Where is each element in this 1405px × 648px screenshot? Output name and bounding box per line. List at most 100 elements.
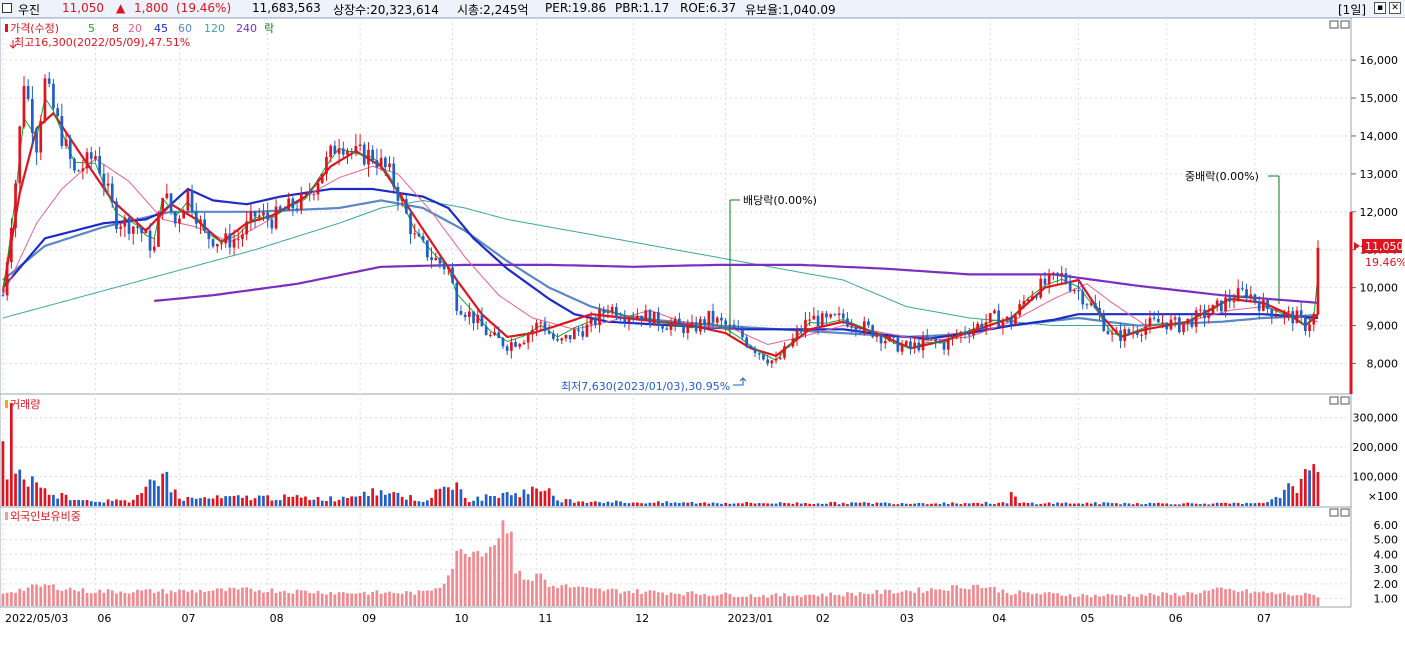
candle-body	[1232, 301, 1236, 303]
foreign-bar	[808, 594, 811, 606]
close-icon[interactable]: ✕	[1389, 2, 1401, 14]
candle-body	[123, 217, 127, 227]
volume-bar	[640, 503, 643, 506]
foreign-bar	[728, 594, 732, 606]
volume-bar	[833, 501, 837, 506]
candle-body	[1073, 290, 1076, 292]
foreign-bar	[883, 589, 887, 606]
candle-body	[1161, 322, 1164, 324]
foreign-bars	[1, 520, 1320, 606]
foreign-bar	[178, 589, 181, 606]
x-tick-label: 2022/05/03	[5, 612, 68, 625]
foreign-bar	[39, 586, 43, 606]
volume-bar	[518, 497, 522, 506]
volume-bar	[190, 497, 194, 506]
panel-min-icon	[1329, 396, 1339, 405]
candle-body	[505, 346, 509, 351]
volume-tick-label: 200,000	[1353, 441, 1399, 454]
volume-bar	[157, 486, 160, 506]
candle-body	[808, 319, 811, 321]
candle-body	[745, 337, 748, 346]
candle-body	[131, 226, 135, 234]
candle-body	[489, 335, 492, 336]
volume-bar	[1178, 504, 1181, 506]
volume-bar	[199, 498, 202, 506]
volume-bar	[778, 502, 782, 506]
volume-bar	[119, 500, 122, 506]
foreign-bar	[640, 593, 643, 606]
candle-body	[1022, 301, 1026, 305]
candle-body	[602, 309, 606, 313]
foreign-bar	[102, 592, 106, 606]
foreign-bar	[434, 588, 438, 606]
foreign-bar	[127, 593, 131, 606]
foreign-bar	[1098, 596, 1101, 606]
candles	[1, 72, 1320, 369]
volume-bar	[715, 503, 719, 506]
foreign-bar	[589, 588, 593, 606]
candle-body	[892, 336, 895, 338]
foreign-bar	[451, 569, 454, 606]
candle-body	[476, 315, 480, 324]
volume-bar	[858, 502, 862, 506]
candle-body	[451, 267, 454, 283]
foreign-bar	[1094, 594, 1097, 606]
foreign-bar	[190, 589, 194, 606]
checkbox[interactable]	[2, 3, 12, 13]
foreign-bar	[10, 592, 13, 606]
foreign-bar	[278, 591, 282, 606]
volume-bar	[1035, 504, 1038, 506]
candle-body	[148, 230, 152, 251]
volume-bar	[1030, 502, 1034, 506]
candle-body	[774, 358, 778, 361]
candle-body	[89, 152, 93, 159]
candle-body	[850, 326, 853, 328]
ma-line-ma120	[2, 199, 1319, 326]
volume-bar	[732, 503, 736, 506]
foreign-bar	[707, 595, 711, 606]
foreign-bar	[1018, 590, 1021, 606]
price-tick-label: 10,000	[1360, 282, 1399, 295]
foreign-bar	[904, 590, 908, 606]
candle-body	[115, 201, 118, 229]
candle-body	[14, 183, 17, 228]
foreign-bar	[1257, 592, 1261, 606]
volume-bar	[791, 503, 795, 506]
candle-body	[283, 210, 286, 212]
foreign-bar	[648, 590, 652, 606]
foreign-bar	[1207, 590, 1211, 606]
foreign-bar	[1178, 596, 1181, 606]
candle-body	[535, 322, 538, 330]
stock-name: 우진	[18, 3, 41, 17]
volume-bar	[589, 501, 593, 506]
volume-bar	[257, 495, 261, 506]
foreign-bar	[165, 593, 169, 606]
foreign-bar	[1123, 596, 1127, 606]
foreign-bar	[951, 585, 954, 606]
volume-bar	[980, 503, 984, 506]
candle-body	[1215, 300, 1219, 305]
candle-body	[732, 324, 736, 329]
candle-body	[1295, 310, 1299, 324]
maximize-icon[interactable]: ▪	[1374, 2, 1386, 14]
candle-body	[110, 183, 114, 202]
candle-body	[749, 345, 753, 349]
candle-body	[976, 323, 979, 329]
x-tick-label: 06	[97, 612, 111, 625]
volume-bar	[405, 499, 408, 506]
panel-icons	[1329, 20, 1350, 517]
candle-body	[955, 335, 958, 337]
volume-bar	[938, 504, 942, 506]
foreign-bar	[560, 585, 564, 606]
volume-bar	[678, 503, 681, 506]
foreign-bar	[959, 588, 963, 606]
candle-body	[1098, 308, 1101, 315]
foreign-bar	[993, 587, 996, 606]
foreign-bar	[795, 595, 799, 606]
period-selector[interactable]: [1일]	[1338, 3, 1367, 17]
candle-body	[568, 335, 572, 340]
volume-bar	[22, 479, 26, 506]
foreign-bar	[405, 591, 408, 606]
candle-body	[854, 327, 858, 332]
foreign-bar	[955, 585, 958, 606]
